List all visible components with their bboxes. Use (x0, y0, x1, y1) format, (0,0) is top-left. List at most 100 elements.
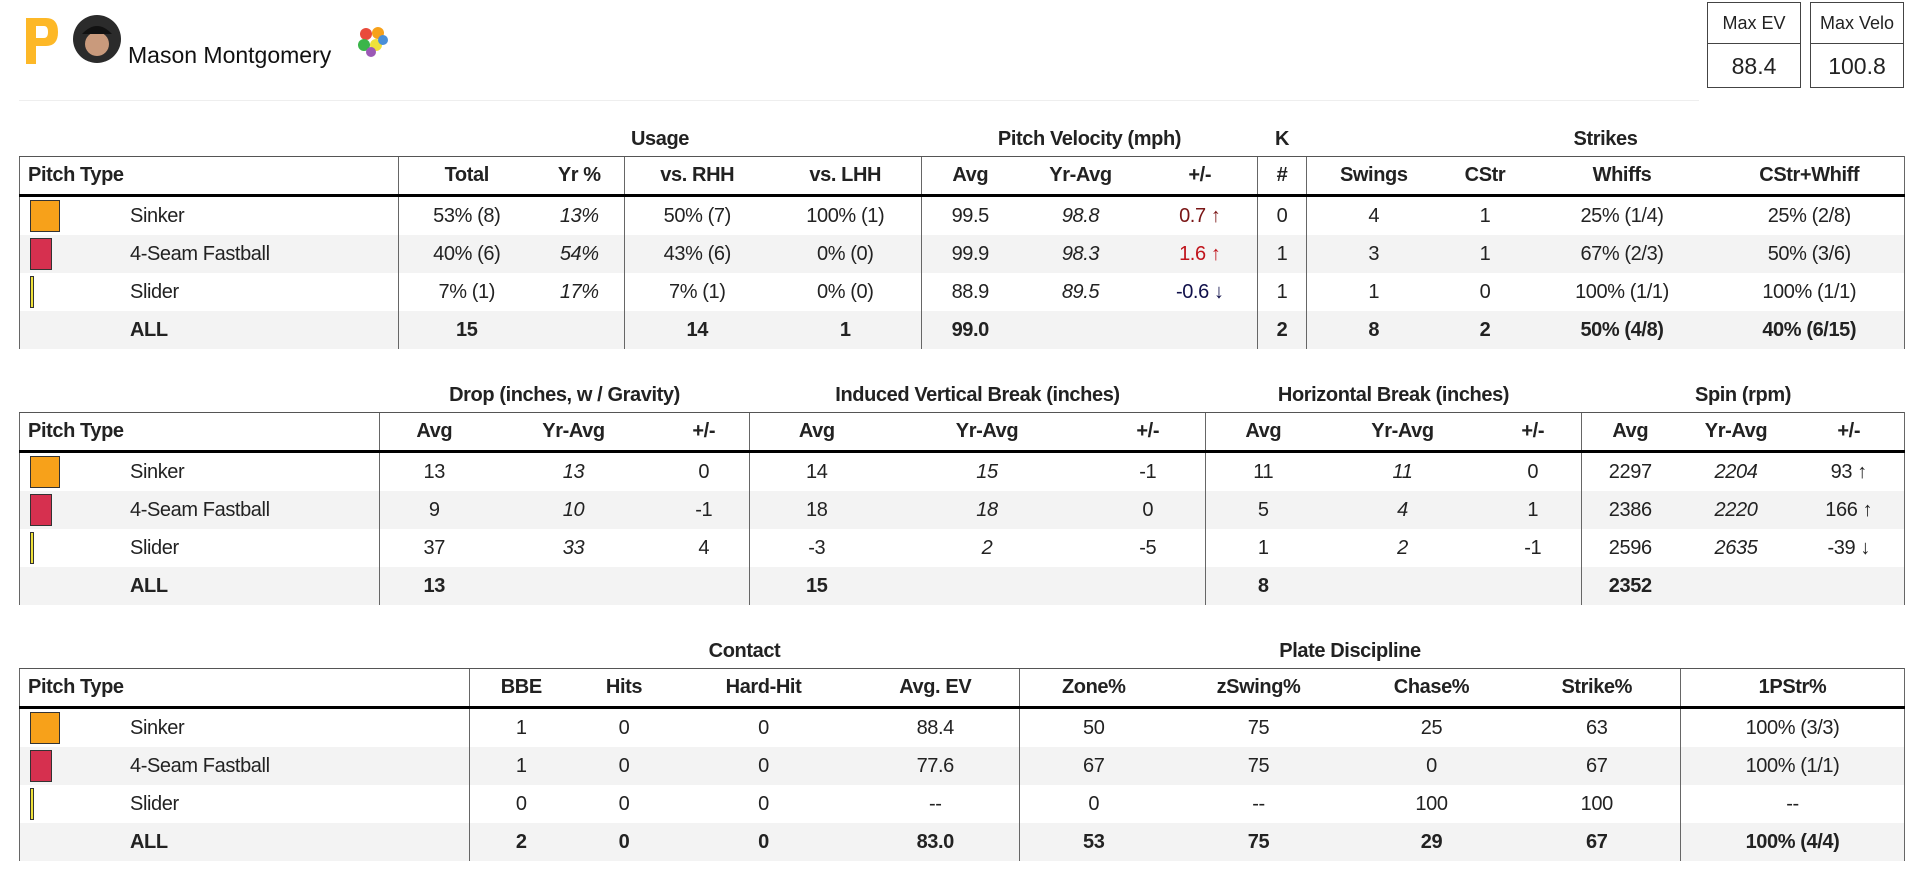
group-header (1681, 634, 1905, 669)
cell: 1 (469, 707, 573, 747)
cell: 53 (1019, 823, 1168, 861)
cell: 0 (675, 747, 852, 785)
cell: 0 (675, 823, 852, 861)
cell: 2297 (1581, 451, 1679, 491)
cell: 1 (1306, 273, 1441, 311)
cell: 0 (572, 747, 676, 785)
pitch-cell: Sinker (19, 707, 470, 747)
cell: 100% (4/4) (1680, 823, 1905, 861)
cell: 0% (0) (769, 235, 922, 273)
column-header: Avg (379, 412, 489, 453)
cell (1142, 311, 1258, 349)
data-row: 4-Seam Fastball 1 0 0 77.6 67 75 0 67 100% (1/1) (19, 747, 1905, 785)
cell: 50% (4/8) (1529, 311, 1715, 349)
column-header: Hard-Hit (675, 668, 852, 709)
data-row: Sinker 13 13 0 14 15 -1 11 11 0 2297 2204 93 ↑ (19, 451, 1905, 491)
cell: 0 (1349, 747, 1514, 785)
cell: 15 (398, 311, 535, 349)
cell: 1 (1257, 273, 1307, 311)
group-header (20, 634, 470, 669)
column-header: Zone% (1019, 668, 1168, 709)
group-header: Drop (inches, w / Gravity) (449, 383, 680, 406)
column-header: Yr-Avg (1018, 156, 1143, 197)
cell: 0 (1479, 280, 1491, 303)
cell: 1.6 ↑ (1142, 235, 1258, 273)
cell: 100% (1/1) (1714, 273, 1905, 311)
cell: 3 (1306, 235, 1441, 273)
stat-value: 88.4 (1731, 53, 1777, 79)
cell (658, 567, 750, 605)
cell: 0 (758, 716, 769, 739)
pitch-name: Sinker (130, 205, 185, 227)
cell: 67 (1019, 747, 1168, 785)
column-header: +/- (1090, 412, 1206, 453)
pitch-swatch (30, 238, 52, 270)
group-header: Spin (rpm) (1695, 383, 1791, 406)
cell: 0 (572, 823, 676, 861)
column-header: CStr+Whiff (1714, 156, 1905, 197)
cell: -3 (749, 529, 884, 567)
column-header: Total (398, 156, 535, 197)
cell: 98.8 (1061, 204, 1100, 227)
data-row: 4-Seam Fastball 9 10 -1 18 18 0 5 4 1 2386 2220 166 … (19, 491, 1905, 529)
group-header: Induced Vertical Break (inches) (835, 383, 1120, 406)
cell: 88.4 (916, 716, 955, 739)
cell: 50% (3/6) (1714, 235, 1905, 273)
cell: 15 (976, 460, 998, 483)
pitch-name: 4-Seam Fastball (130, 243, 270, 265)
data-row: ALL 15 14 1 99.0 2 8 2 50% (4/8) 40% (6/15) (19, 311, 1905, 349)
player-name: Mason Montgomery (128, 42, 332, 68)
pitch-cell: Slider (19, 785, 470, 823)
column-header-row: Pitch Type BBE Hits Hard-Hit Avg. EV Zone% zSw… (19, 668, 1905, 709)
group-header: Usage (630, 127, 690, 150)
cell: 5 (1205, 491, 1321, 529)
column-header: BBE (469, 668, 573, 709)
cell: 0.7 ↑ (1179, 204, 1221, 227)
cell: -39 ↓ (1793, 529, 1905, 567)
column-header: Chase% (1349, 668, 1514, 709)
pitch-cell: Slider (19, 529, 380, 567)
column-header: +/- (1793, 412, 1905, 453)
group-header: Contact (708, 639, 781, 662)
cell: 11 (1205, 451, 1321, 491)
cell: 93 ↑ (1793, 451, 1905, 491)
cell: 4 (1320, 491, 1485, 529)
data-row: Slider 7% (1) 17% 7% (1) 0% (0) 88.9 89.5 -0.6 … (19, 273, 1905, 311)
pitch-swatch (30, 456, 60, 488)
pitch-cell: ALL (19, 823, 470, 861)
data-row: Sinker 53% (8) 13% 50% (7) 100% (1) 99.5 98.8 0… (19, 195, 1905, 235)
stats-table: Contact Plate Discipline Pitch Type BBE Hits… (19, 634, 1905, 861)
cell: 100% (1/1) (1680, 747, 1905, 785)
column-header: +/- (658, 412, 750, 453)
cell: 0% (0) (816, 280, 874, 303)
column-header: Avg. EV (851, 668, 1020, 709)
cell: 1 (1479, 204, 1491, 227)
cell: 8 (1205, 567, 1321, 605)
pitch-cell: ALL (19, 567, 380, 605)
cell: 0 (758, 792, 769, 815)
column-header: Yr-Avg (488, 412, 659, 453)
column-header: Yr % (534, 156, 625, 197)
cell (883, 567, 1091, 605)
stats-table: Usage Pitch Velocity (mph) K Strikes Pitch T… (19, 122, 1905, 349)
cell: 99.9 (921, 235, 1019, 273)
cell: 88.9 (921, 273, 1019, 311)
cell: 50% (7) (624, 195, 770, 235)
data-row: Slider 0 0 0 -- 0 -- 100 100 -- (19, 785, 1905, 823)
cell: -5 (1139, 536, 1157, 559)
pitch-name: ALL (130, 319, 168, 341)
divider (19, 100, 1699, 101)
cell: 15 (749, 567, 884, 605)
data-row: Slider 37 33 4 -3 2 -5 1 2 -1 2596 2635 -39 ↓ (19, 529, 1905, 567)
cell: 40% (6) (398, 235, 535, 273)
pitch-swatch (30, 200, 60, 232)
cell: 100 (1580, 792, 1614, 815)
cell (488, 567, 659, 605)
cell: -1 (658, 491, 750, 529)
cell: 18 (749, 491, 884, 529)
data-row: Sinker 1 0 0 88.4 50 75 25 63 100% (3/3) (19, 707, 1905, 747)
column-header: Swings (1306, 156, 1441, 197)
cell: 99.0 (921, 311, 1019, 349)
pitch-name: Slider (130, 281, 179, 303)
